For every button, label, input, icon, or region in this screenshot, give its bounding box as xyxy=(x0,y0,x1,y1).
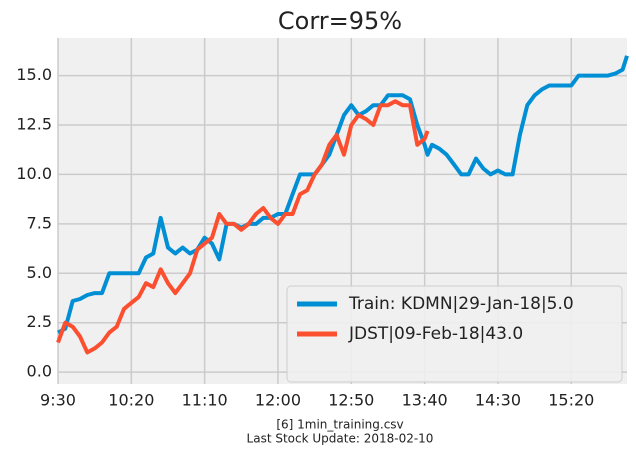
series-line xyxy=(57,55,629,335)
x-tick-label: 15:20 xyxy=(548,391,594,410)
legend-label: Train: KDMN|29-Jan-18|5.0 xyxy=(348,294,574,314)
x-tick-label: 10:20 xyxy=(108,391,154,410)
x-tick-label: 13:40 xyxy=(402,391,448,410)
y-tick-label: 7.5 xyxy=(27,213,52,232)
y-tick-label: 15.0 xyxy=(16,65,52,84)
legend-label: JDST|09-Feb-18|43.0 xyxy=(348,324,523,344)
y-tick-label: 12.5 xyxy=(16,114,52,133)
series-line xyxy=(56,99,430,355)
x-tick-label: 11:10 xyxy=(182,391,228,410)
y-tick-label: 0.0 xyxy=(27,362,52,381)
y-tick-label: 10.0 xyxy=(16,164,52,183)
legend-box xyxy=(286,285,623,383)
footer-line: [6] 1min_training.csv xyxy=(276,418,403,432)
y-tick-label: 5.0 xyxy=(27,263,52,282)
x-tick-label: 14:30 xyxy=(475,391,521,410)
x-tick-label: 12:00 xyxy=(255,391,301,410)
footer-line: Last Stock Update: 2018-02-10 xyxy=(247,432,434,446)
y-tick-label: 2.5 xyxy=(27,312,52,331)
x-tick-label: 12:50 xyxy=(328,391,374,410)
x-tick-label: 9:30 xyxy=(40,391,76,410)
chart-title: Corr=95% xyxy=(278,7,402,35)
